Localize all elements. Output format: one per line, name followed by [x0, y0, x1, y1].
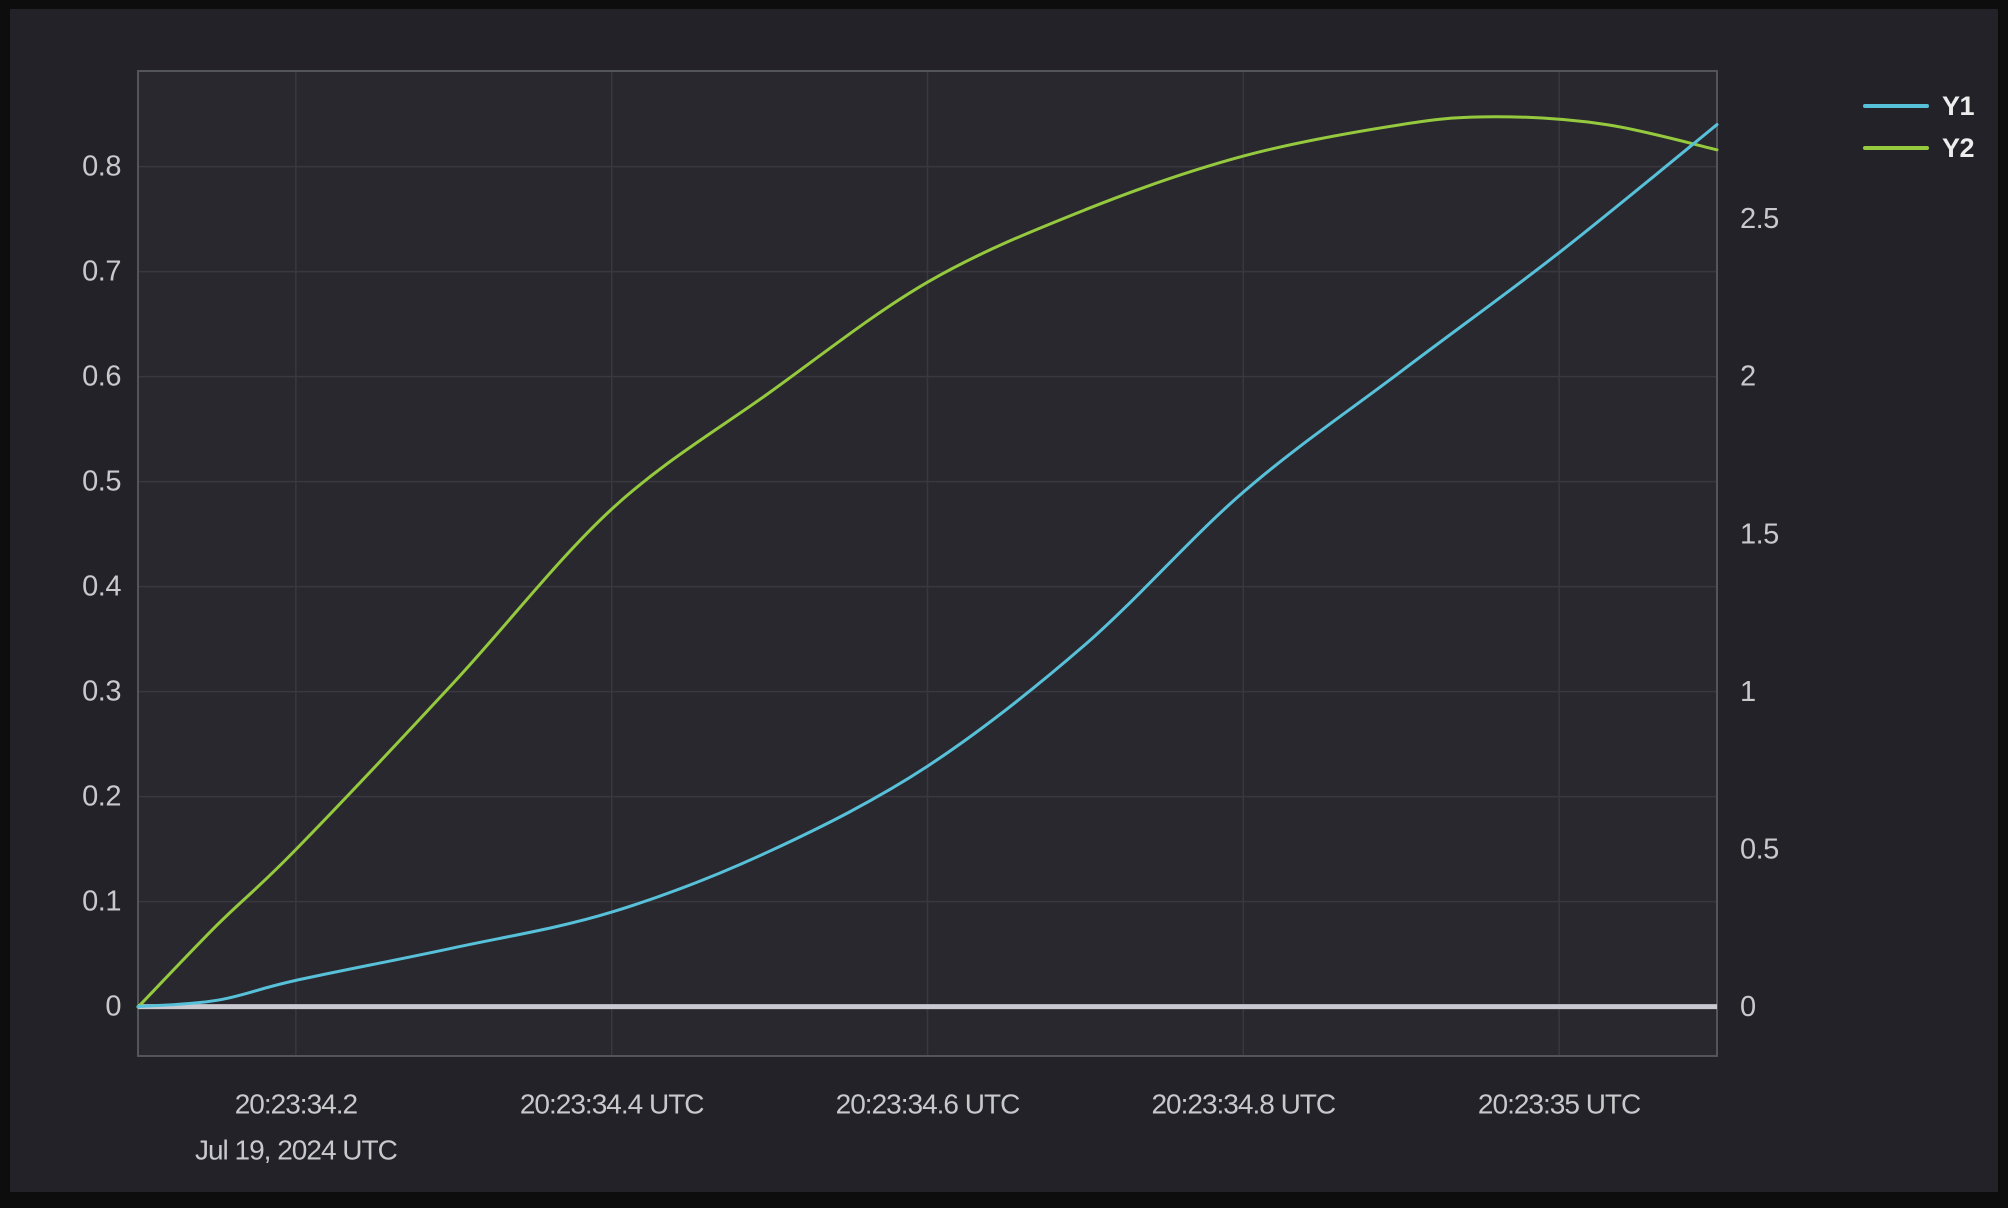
left-axis-tick-label: 0.7	[82, 256, 121, 288]
x-axis-tick-label: 20:23:34.4 UTC	[520, 1089, 704, 1120]
series-line-y1	[136, 123, 1719, 1009]
x-axis-tick-label: 20:23:35 UTC	[1478, 1089, 1641, 1120]
left-axis-tick-label: 0.3	[82, 676, 121, 708]
plot-border	[137, 70, 1718, 1057]
left-axis-tick-label: 0.5	[82, 466, 121, 498]
left-axis-tick-label: 0	[105, 991, 121, 1023]
x-axis-tick-label: 20:23:34.8 UTC	[1151, 1089, 1335, 1120]
right-axis-tick-label: 1	[1740, 676, 1756, 708]
left-axis-tick-label: 0.8	[82, 151, 121, 183]
legend-label-y2: Y2	[1941, 132, 1975, 163]
series-line-y2	[136, 115, 1719, 1009]
legend-label-y1: Y1	[1941, 90, 1975, 121]
left-axis-tick-label: 0.2	[82, 781, 121, 813]
right-axis-tick-label: 0	[1740, 991, 1756, 1023]
left-axis-tick-label: 0.1	[82, 886, 121, 918]
left-axis-tick-label: 0.4	[82, 571, 121, 603]
right-axis-tick-label: 1.5	[1740, 518, 1779, 550]
series-line-swatch	[1862, 104, 1929, 108]
x-axis-date-label: Jul 19, 2024 UTC	[195, 1135, 398, 1166]
legend-item-y1[interactable]: Y1	[1862, 89, 1975, 123]
series-line-swatch	[1862, 146, 1929, 150]
legend: Y1 Y2	[1862, 89, 1975, 165]
x-axis-tick-label: 20:23:34.6 UTC	[836, 1089, 1020, 1120]
right-axis-tick-label: 2.5	[1740, 203, 1779, 235]
right-axis-tick-label: 0.5	[1740, 834, 1779, 866]
x-axis-tick-label: 20:23:34.2	[235, 1089, 358, 1120]
legend-item-y2[interactable]: Y2	[1862, 131, 1975, 165]
left-axis-tick-label: 0.6	[82, 361, 121, 393]
right-axis-tick-label: 2	[1740, 361, 1756, 393]
